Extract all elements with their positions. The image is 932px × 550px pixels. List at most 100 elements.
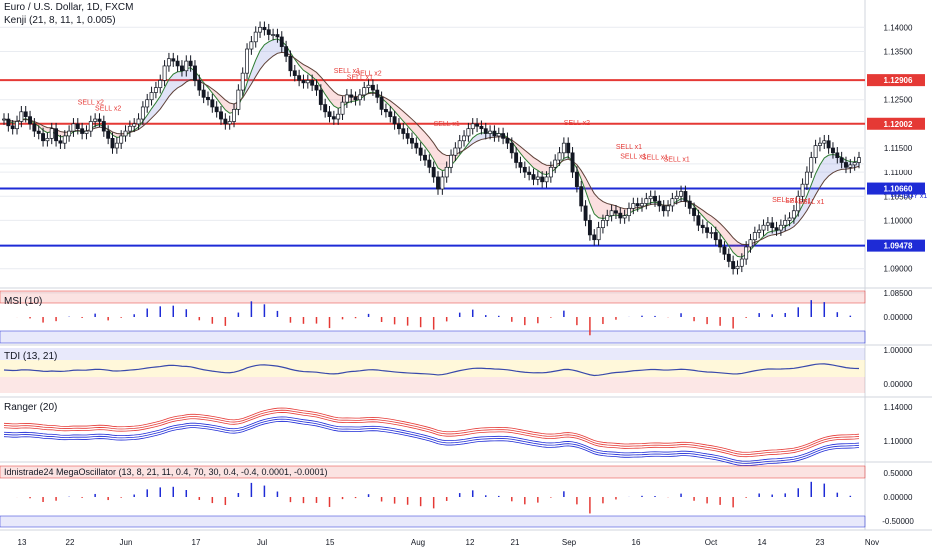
candle-body <box>357 94 362 101</box>
candle-body <box>227 121 232 125</box>
x-tick-label: Aug <box>411 538 425 547</box>
candle-body <box>88 121 93 132</box>
candle-body <box>305 80 310 84</box>
candle-body <box>804 171 809 185</box>
x-tick-label: Nov <box>865 538 879 547</box>
ranger-lower-line <box>3 420 860 466</box>
ma-cloud <box>299 61 304 71</box>
candle-body <box>696 215 701 226</box>
candle-body <box>718 239 723 248</box>
candle-body <box>583 205 588 221</box>
ma-cloud <box>832 154 838 173</box>
ma-cloud <box>142 115 148 127</box>
candle-body <box>49 128 54 139</box>
candle-body <box>483 128 488 134</box>
candle-body <box>674 195 679 200</box>
candle-body <box>509 142 514 154</box>
ma-cloud <box>186 67 191 82</box>
candle-body <box>809 157 814 173</box>
candle-body <box>193 65 197 81</box>
buy-signal-label: BUY x1 <box>904 193 928 200</box>
candle-body <box>670 198 675 207</box>
candle-body <box>631 203 636 209</box>
candle-body <box>527 171 532 175</box>
candle-body <box>666 205 670 212</box>
candle-body <box>223 118 228 125</box>
tdi-tick-label: 1.00000 <box>884 346 913 355</box>
candle-body <box>392 116 397 125</box>
candle-body <box>410 137 414 144</box>
candle-body <box>119 135 124 144</box>
mega-tick-label: -0.50000 <box>882 517 914 526</box>
candle-body <box>41 133 46 142</box>
candle-body <box>15 121 19 130</box>
x-tick-label: Jun <box>120 538 133 547</box>
candle-body <box>440 176 445 190</box>
candle-body <box>457 140 462 149</box>
ma-cloud <box>819 158 825 188</box>
candle-body <box>32 123 37 132</box>
x-tick-label: Jul <box>257 538 267 547</box>
candle-body <box>158 80 163 89</box>
ma-cloud <box>589 185 595 214</box>
candle-body <box>462 135 467 142</box>
ma-cloud <box>325 81 330 101</box>
ma-cloud <box>329 86 334 106</box>
ma-cloud <box>273 38 278 57</box>
candle-body <box>297 75 302 81</box>
candle-body <box>475 123 480 127</box>
ranger-tick-label: 1.14000 <box>884 403 913 412</box>
candle-body <box>184 60 189 72</box>
candle-body <box>466 128 471 137</box>
candle-body <box>640 203 644 207</box>
candle-body <box>340 101 345 115</box>
candle-body <box>566 142 571 154</box>
candle-body <box>201 89 206 98</box>
candle-body <box>774 227 779 231</box>
candle-body <box>279 36 284 47</box>
ma-cloud <box>533 157 538 171</box>
candle-body <box>548 166 553 178</box>
candle-body <box>705 227 710 233</box>
price-tick-label: 1.11500 <box>884 144 913 153</box>
candle-body <box>501 133 506 139</box>
candle-body <box>449 154 453 168</box>
tdi-pane-title: TDI (13, 21) <box>4 351 58 362</box>
candle-body <box>822 140 827 144</box>
ma-cloud <box>537 160 543 174</box>
candle-body <box>323 104 328 113</box>
candle-body <box>145 99 150 108</box>
x-tick-label: 21 <box>511 538 520 547</box>
candle-body <box>258 26 263 33</box>
price-tick-label: 1.10500 <box>884 192 913 201</box>
sell-signal-label: SELL x1 <box>616 144 642 151</box>
candle-body <box>45 137 50 142</box>
ma-cloud <box>247 71 252 91</box>
candle-body <box>93 118 98 122</box>
ma-cloud <box>468 137 473 148</box>
candle-body <box>62 135 67 144</box>
candle-body <box>648 195 653 200</box>
candle-body <box>249 41 254 50</box>
candle-body <box>318 89 323 105</box>
price-tick-label: 1.10000 <box>884 216 913 225</box>
candle-body <box>6 118 11 127</box>
tdi-line <box>3 363 860 377</box>
candle-body <box>383 109 388 113</box>
ma-cloud <box>164 79 169 103</box>
level-tag <box>867 239 925 252</box>
mega-tick-label: 0.00000 <box>884 493 913 502</box>
ma-cloud <box>594 193 599 218</box>
tdi-tick-label: 0.00000 <box>884 380 913 389</box>
candle-body <box>453 147 458 156</box>
x-tick-label: 22 <box>66 538 75 547</box>
candle-body <box>783 220 788 226</box>
candle-body <box>852 162 857 166</box>
candle-body <box>587 220 592 236</box>
x-tick-label: 16 <box>632 538 641 547</box>
candle-body <box>561 142 566 154</box>
ma-cloud <box>177 71 182 88</box>
candle-body <box>58 140 63 144</box>
candle-body <box>627 207 631 216</box>
